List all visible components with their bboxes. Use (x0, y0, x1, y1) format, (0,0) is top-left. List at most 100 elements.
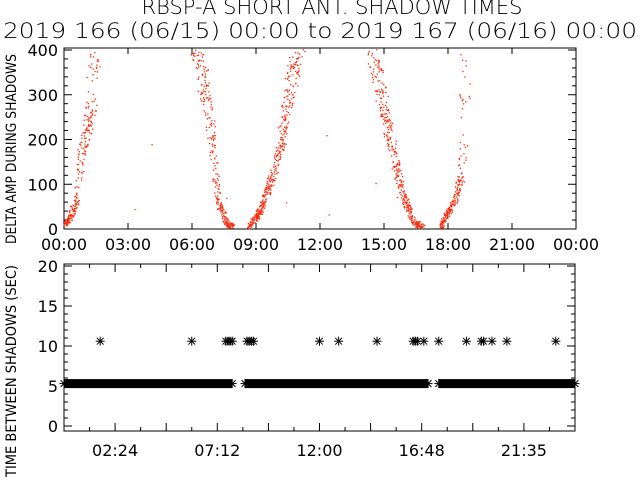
data-point (417, 225, 419, 228)
data-point (204, 76, 207, 78)
data-point (69, 205, 72, 208)
data-point (279, 130, 281, 132)
top-y-tick-label: 300 (27, 86, 58, 105)
data-point (401, 173, 403, 175)
data-point (381, 107, 383, 109)
data-point (200, 59, 202, 62)
data-point (417, 227, 419, 229)
data-point (328, 214, 330, 216)
data-point (296, 71, 298, 73)
data-point (289, 68, 292, 70)
data-point (69, 210, 71, 212)
data-point (277, 155, 279, 157)
data-point (255, 214, 258, 216)
data-point (84, 132, 87, 134)
data-point (224, 211, 226, 213)
data-point (84, 154, 86, 156)
data-point (273, 157, 276, 159)
data-point (286, 105, 288, 107)
data-point (79, 160, 81, 162)
top-y-axis-label: DELTA AMP DURING SHADOWS (4, 54, 20, 244)
data-point (381, 115, 383, 118)
data-point (287, 121, 290, 123)
data-point (406, 204, 409, 207)
data-point (409, 205, 411, 207)
data-point (192, 58, 194, 61)
data-point (440, 226, 443, 229)
data-point (403, 206, 405, 208)
data-point (385, 113, 388, 115)
data-point (255, 210, 257, 212)
data-point (247, 222, 250, 225)
data-point (456, 196, 458, 198)
data-point (214, 192, 216, 194)
data-point (257, 208, 259, 211)
data-point (71, 220, 73, 222)
data-point (456, 186, 459, 188)
data-point (258, 214, 260, 216)
data-point (68, 217, 70, 220)
data-point (385, 135, 388, 137)
data-point (89, 132, 91, 134)
data-point (203, 98, 206, 100)
data-point (225, 218, 227, 220)
data-point (225, 223, 227, 225)
data-point (99, 66, 101, 68)
data-point (378, 67, 380, 69)
data-point (388, 143, 390, 146)
data-point (414, 216, 416, 218)
data-point (379, 90, 381, 93)
data-point (250, 221, 252, 224)
data-point (264, 203, 266, 205)
data-point (67, 220, 69, 222)
data-point (291, 107, 293, 109)
data-point (283, 119, 285, 121)
data-point (400, 184, 402, 186)
data-point (66, 217, 69, 220)
data-point (402, 176, 404, 178)
data-point (380, 113, 382, 115)
data-point (384, 87, 387, 89)
data-point (95, 110, 97, 113)
data-point (217, 201, 219, 203)
data-point (408, 203, 410, 206)
top-x-tick-label: 06:00 (169, 235, 215, 254)
data-point (264, 195, 266, 198)
data-point (91, 63, 93, 65)
data-point (297, 72, 299, 74)
data-point (415, 225, 417, 227)
data-point (460, 179, 462, 181)
asterisk-point (187, 336, 197, 346)
data-point (219, 208, 222, 210)
data-point (249, 224, 251, 226)
asterisk-point (434, 379, 444, 389)
data-point (91, 109, 94, 111)
data-point (92, 68, 94, 70)
data-point (459, 148, 461, 150)
data-point (381, 114, 383, 116)
data-point (210, 106, 212, 108)
data-point (404, 200, 406, 202)
data-point (217, 195, 219, 197)
data-point (458, 195, 460, 197)
data-point (84, 153, 86, 155)
data-point (221, 204, 223, 207)
data-point (398, 170, 401, 173)
data-point (264, 200, 266, 203)
data-point (394, 177, 397, 179)
top-y-tick-label: 400 (27, 41, 58, 60)
top-plot: 00:00 03:00 06:00 09:00 12:00 15:00 18:00 21:00… (4, 41, 599, 254)
data-point (389, 138, 391, 141)
data-point (284, 143, 286, 145)
data-point (277, 160, 279, 162)
data-point (202, 92, 204, 94)
data-point (371, 76, 374, 79)
data-point (81, 137, 83, 139)
data-point (273, 171, 275, 173)
data-point (267, 187, 269, 189)
data-point (68, 221, 70, 223)
data-point (266, 181, 268, 183)
data-point (408, 212, 410, 215)
data-point (224, 219, 226, 221)
data-point (283, 97, 285, 99)
